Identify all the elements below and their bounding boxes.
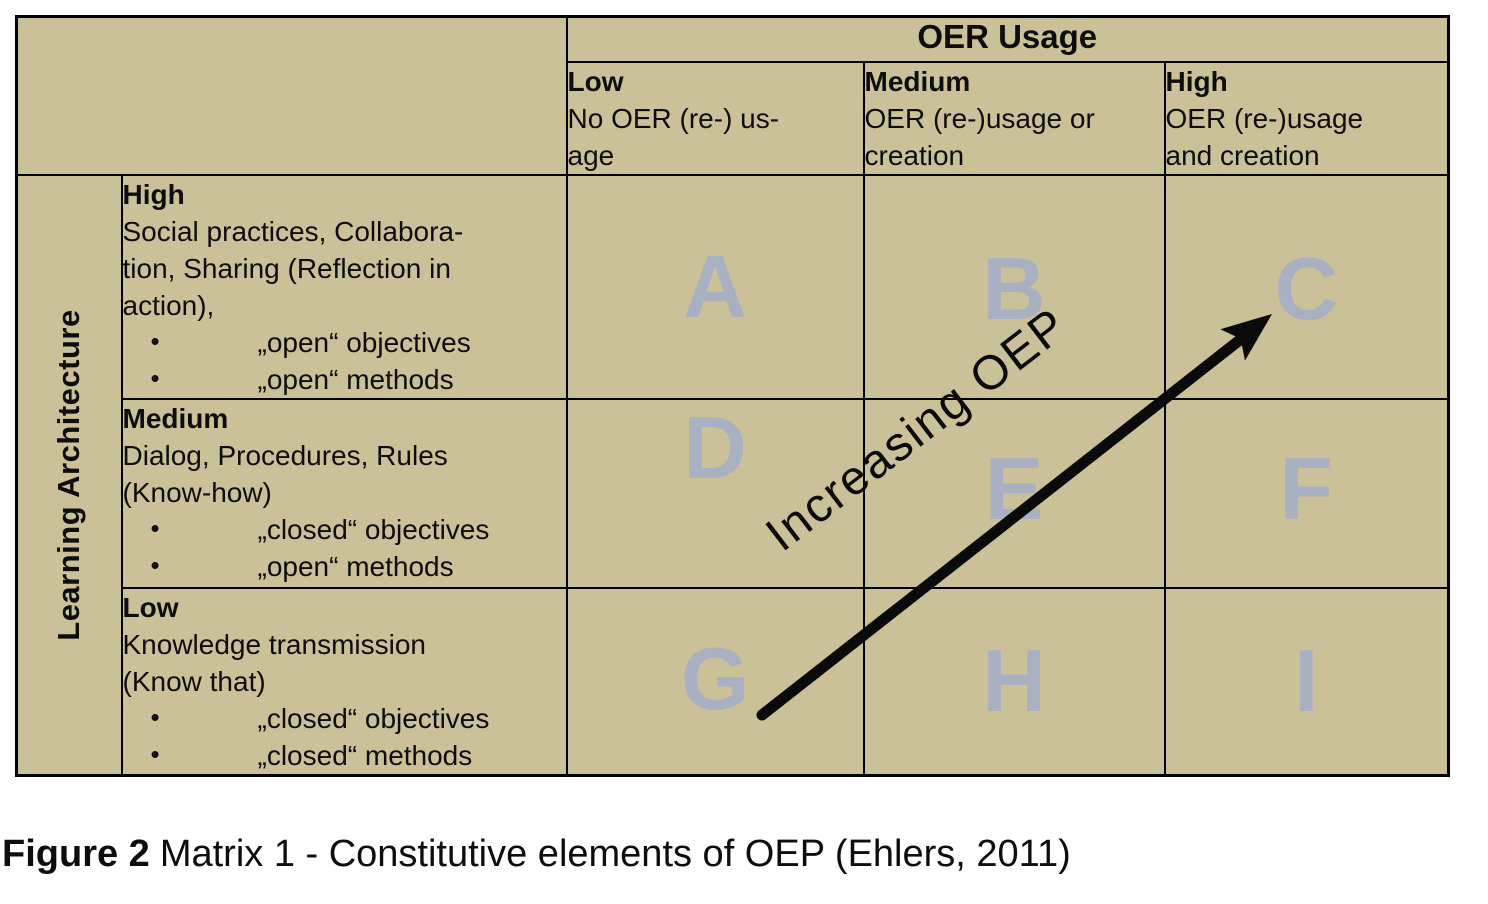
- col-level-high: High: [1165, 65, 1228, 97]
- row-level-medium: Medium: [122, 402, 229, 434]
- figure-caption-text: Matrix 1 - Constitutive elements of OEP …: [159, 833, 1071, 875]
- matrix-cell-F: F: [1163, 397, 1450, 589]
- cell-letter-G: G: [680, 629, 750, 729]
- row-desc-line: action),: [122, 289, 215, 321]
- figure-caption: Figure 2 Matrix 1 - Constitutive elements…: [2, 833, 1071, 876]
- col-desc-line: creation: [864, 139, 965, 171]
- row-header-medium: Medium Dialog, Procedures, Rules (Know-h…: [120, 397, 568, 589]
- col-desc-line: and creation: [1165, 139, 1320, 171]
- row-desc-line: Dialog, Procedures, Rules: [122, 439, 448, 471]
- matrix-cell-C: C: [1163, 173, 1450, 400]
- cell-letter-D: D: [683, 398, 747, 498]
- col-desc-line: No OER (re-) us-: [567, 102, 780, 134]
- figure-caption-number: Figure 2: [2, 833, 150, 875]
- bullet-icon: •: [150, 738, 160, 769]
- col-desc-line: OER (re-)usage: [1165, 102, 1364, 134]
- matrix-cell-H: H: [862, 586, 1166, 776]
- bullet-icon: •: [150, 362, 160, 393]
- matrix-cell-D: D: [565, 397, 865, 589]
- row-header-high: High Social practices, Collabora- tion, …: [120, 173, 568, 400]
- row-desc-line: (Know-how): [122, 476, 272, 508]
- bullet-text: „open“ objectives: [257, 326, 471, 358]
- learning-architecture-label: Learning Architecture: [51, 308, 87, 641]
- cell-letter-B: B: [982, 238, 1046, 338]
- bullet-text: „closed“ objectives: [257, 513, 490, 545]
- bullet-icon: •: [150, 549, 160, 580]
- matrix-corner-cell: [15, 15, 568, 176]
- col-desc-line: age: [567, 139, 615, 171]
- bullet-item: • „closed“ methods: [123, 737, 566, 774]
- cell-letter-E: E: [984, 439, 1044, 539]
- row-level-high: High: [122, 178, 185, 210]
- bullet-icon: •: [150, 325, 160, 356]
- bullet-item: • „closed“ objectives: [123, 700, 566, 737]
- col-level-medium: Medium: [864, 65, 971, 97]
- cell-letter-C: C: [1274, 238, 1339, 338]
- bullet-text: „open“ methods: [257, 550, 454, 582]
- row-desc-line: (Know that): [122, 665, 266, 697]
- bullet-item: • „closed“ objectives: [123, 511, 566, 548]
- row-level-low: Low: [122, 591, 179, 623]
- cell-letter-H: H: [982, 631, 1046, 730]
- matrix-cell-G: G: [565, 586, 865, 776]
- row-desc-line: Knowledge transmission: [122, 628, 427, 660]
- cell-letter-I: I: [1294, 631, 1319, 730]
- bullet-text: „open“ methods: [257, 363, 454, 395]
- col-header-low: Low No OER (re-) us- age: [565, 60, 865, 176]
- row-header-low: Low Knowledge transmission (Know that) •…: [120, 586, 568, 776]
- bullet-item: • „open“ methods: [123, 548, 566, 585]
- bullet-item: • „open“ methods: [123, 361, 566, 398]
- bullet-icon: •: [150, 701, 160, 732]
- oep-matrix-table: OER Usage Low No OER (re-) us- age Mediu…: [15, 15, 1451, 777]
- bullet-icon: •: [150, 512, 160, 543]
- matrix-cell-A: A: [565, 173, 865, 400]
- bullet-item: • „open“ objectives: [123, 324, 566, 361]
- matrix-cell-B: B: [862, 173, 1166, 400]
- matrix-cell-E: E: [862, 397, 1166, 589]
- row-desc-line: Social practices, Collabora-: [122, 215, 464, 247]
- row-desc-line: tion, Sharing (Reflection in: [122, 252, 451, 284]
- bullet-text: „closed“ methods: [257, 739, 473, 771]
- row-axis-label-cell: Learning Architecture: [15, 173, 123, 776]
- cell-letter-F: F: [1279, 439, 1334, 539]
- col-header-medium: Medium OER (re-)usage or creation: [862, 60, 1166, 176]
- matrix-cell-I: I: [1163, 586, 1450, 776]
- cell-letter-A: A: [683, 237, 747, 337]
- col-level-low: Low: [567, 65, 624, 97]
- col-header-high: High OER (re-)usage and creation: [1163, 60, 1450, 176]
- col-desc-line: OER (re-)usage or: [864, 102, 1095, 134]
- oer-usage-header: OER Usage: [565, 15, 1450, 63]
- bullet-text: „closed“ objectives: [257, 702, 490, 734]
